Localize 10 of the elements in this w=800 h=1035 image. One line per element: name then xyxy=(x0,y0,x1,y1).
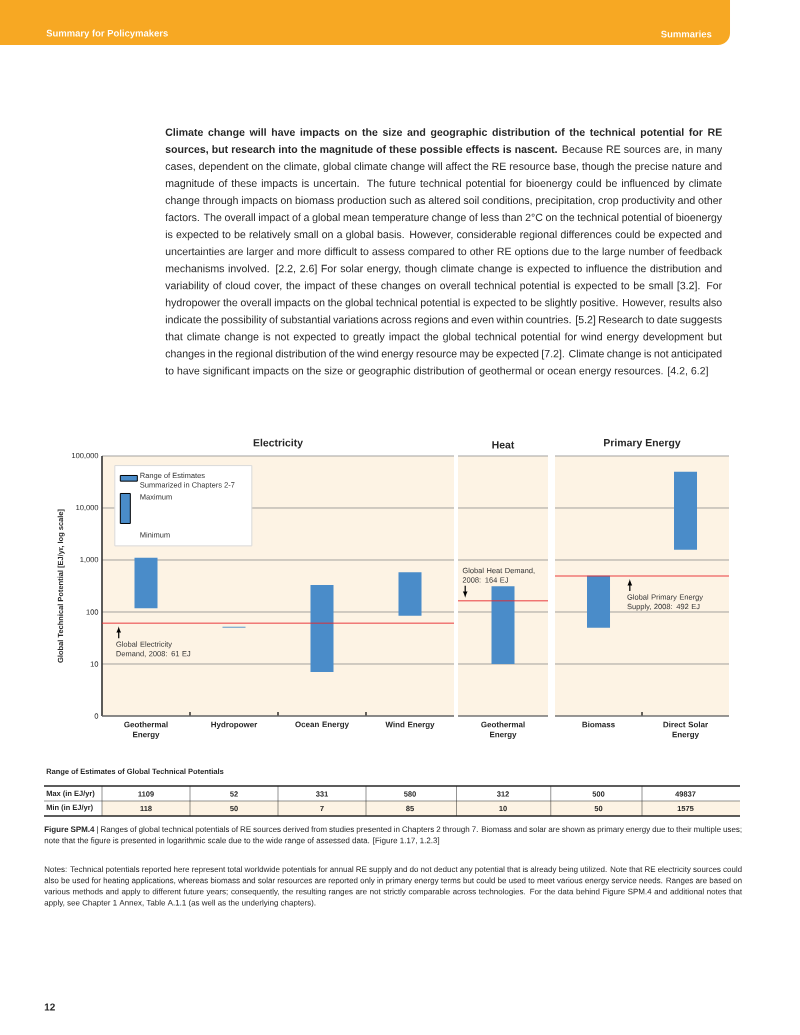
chart-title: Primary Energy xyxy=(604,438,681,449)
chart-title: Electricity xyxy=(253,438,303,449)
text: Climate change will have impacts on the size and geographic distribution of the technical potential for RE sources, but research into the magnitude of these possible effects is nascent. Because RE sources are, in many cases, dependent on the climate, global climate change will affect the RE resource base, though the precise nature and magnitude of these impacts is uncertain. The future technical potential for bioenergy could be influenced by climate change through impacts on biomass production such as altered soil conditions, precipitation, crop productivity and other factors. The overall impact of a global mean temperature change of less than 2°C on the technical potential of bioenergy is expected to be relatively small on a global basis. However, considerable regional differences could be expected and uncertainties are larger and more difficult to assess compared to other RE options due to the large number of feedback mechanisms involved. [2.2, 2.6] For solar energy, though climate change is expected to influence the distribution and variability of cloud cover, the impact of these changes on overall technical potential is expected to be small [3.2]. For hydropower the overall impacts on the global technical potential is expected to be slightly positive. However, results also indicate the possibility of substantial variations across regions and even within countries. [5.2] Research to date suggests that climate change is not expected to greatly impact the global technical potential for wind energy development but changes in the regional distribution of the wind energy resource may be expected [7.2]. Climate change is not anticipated to have significant impacts on the size or geographic distribution of geothermal or ocean energy resources. [4.2, 6.2] xyxy=(165,128,723,377)
text: Summary for Policymakers xyxy=(46,29,168,39)
text: 12 xyxy=(44,1003,55,1011)
text: Summaries xyxy=(661,30,712,38)
bar xyxy=(310,584,334,673)
bar xyxy=(398,572,422,616)
chart-title: Heat xyxy=(492,441,515,449)
bar xyxy=(134,557,158,609)
